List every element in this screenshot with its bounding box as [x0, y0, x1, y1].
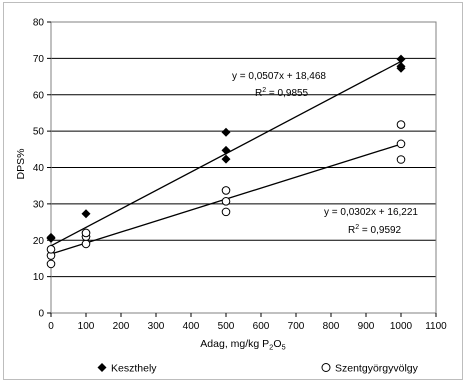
y-tick-label: 40	[33, 163, 45, 174]
trendline-equation-keszthely: y = 0,0507x + 18,468	[232, 71, 326, 82]
data-point-keszthely	[81, 209, 91, 219]
trendline-equation-szentgyorgyvolgy: y = 0,0302x + 16,221	[324, 207, 418, 218]
x-tick-label: 500	[218, 321, 235, 332]
y-tick-label: 0	[38, 309, 44, 320]
trendline-r2-keszthely: R2 = 0,9855	[255, 87, 309, 99]
data-point-keszthely	[396, 54, 406, 64]
data-point-szentgyorgyvolgy	[46, 259, 56, 269]
data-point-keszthely	[46, 232, 56, 242]
x-tick-label: 1100	[425, 321, 447, 332]
x-tick-label: 400	[183, 321, 200, 332]
y-axis-ticks: 0 10 20 30 40 50 60 70 80	[33, 18, 51, 320]
data-point-keszthely	[221, 145, 231, 155]
legend-marker-szentgyorgyvolgy	[321, 363, 331, 372]
legend-label-keszthely: Keszthely	[111, 363, 157, 375]
data-point-szentgyorgyvolgy	[396, 155, 406, 164]
y-tick-label: 50	[33, 127, 45, 138]
x-axis-title-main: Adag, mg/kg P	[200, 338, 269, 350]
x-tick-label: 300	[148, 321, 165, 332]
x-axis-title-sub: 2	[269, 343, 273, 352]
legend-label-szentgyorgyvolgy: Szentgyörgyvölgy	[335, 363, 419, 375]
chart-frame	[3, 2, 463, 380]
x-axis-ticks: 0 100 200 300 400 500 600 700 800 900 1000 1100	[48, 313, 447, 332]
data-point-szentgyorgyvolgy	[221, 197, 231, 206]
data-points	[46, 54, 406, 269]
data-point-szentgyorgyvolgy	[221, 186, 231, 195]
x-tick-label: 1000	[390, 321, 413, 332]
data-point-szentgyorgyvolgy	[81, 239, 91, 249]
data-point-keszthely	[396, 63, 406, 73]
x-axis-title: Adag, mg/kg P2O5	[200, 338, 285, 352]
x-tick-label: 700	[288, 321, 305, 332]
x-axis-title-sub2: 5	[282, 343, 286, 352]
x-tick-label: 0	[48, 321, 54, 332]
data-point-szentgyorgyvolgy	[221, 207, 231, 217]
y-tick-label: 80	[33, 18, 45, 29]
y-tick-label: 60	[33, 90, 45, 101]
data-point-keszthely	[221, 154, 231, 164]
x-axis-title-mid: O	[273, 338, 281, 350]
legend: Keszthely Szentgyörgyvölgy	[97, 363, 419, 375]
gridlines	[51, 21, 436, 314]
data-point-szentgyorgyvolgy	[46, 245, 56, 254]
data-point-szentgyorgyvolgy	[396, 139, 406, 149]
y-tick-label: 70	[33, 54, 45, 65]
x-tick-label: 100	[78, 321, 95, 332]
y-tick-label: 30	[33, 199, 45, 210]
x-tick-label: 900	[358, 321, 375, 332]
x-tick-label: 200	[113, 321, 130, 332]
y-tick-label: 20	[33, 236, 45, 247]
x-tick-label: 800	[323, 321, 340, 332]
y-axis-title: DPS%	[15, 149, 27, 180]
data-point-szentgyorgyvolgy	[81, 228, 91, 238]
trendline-r2-szentgyorgyvolgy: R2 = 0,9592	[348, 224, 402, 236]
x-tick-label: 600	[253, 321, 270, 332]
data-point-szentgyorgyvolgy	[396, 120, 406, 129]
y-tick-label: 10	[33, 272, 45, 283]
legend-marker-keszthely	[97, 363, 107, 372]
data-point-keszthely	[221, 127, 231, 137]
